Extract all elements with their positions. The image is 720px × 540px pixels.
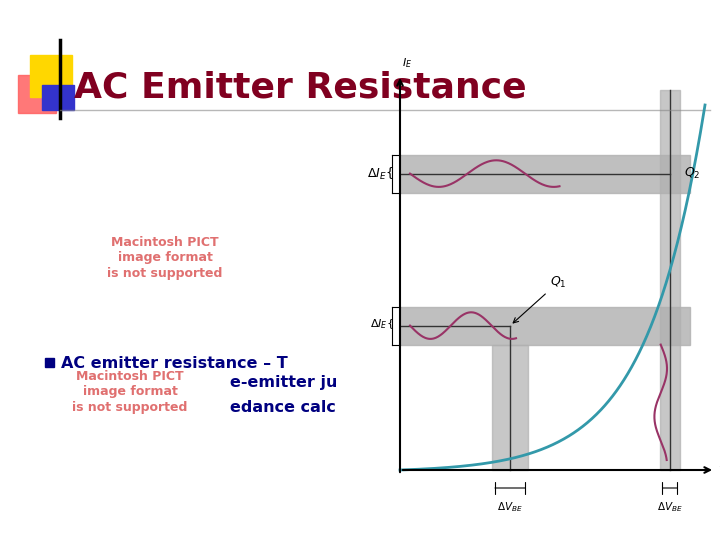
Text: $Q_1$: $Q_1$	[513, 275, 567, 323]
Text: $V_{DC}$: $V_{DC}$	[718, 464, 720, 478]
Bar	[45, 358, 54, 367]
Bar	[492, 345, 528, 470]
Text: AC emitter resistance – T: AC emitter resistance – T	[61, 355, 288, 370]
Text: $\Delta I_E${: $\Delta I_E${	[370, 316, 394, 330]
Bar	[42, 85, 74, 110]
Text: $\Delta V_{BE}$: $\Delta V_{BE}$	[498, 500, 523, 514]
Text: $\Delta V_{BE}$: $\Delta V_{BE}$	[657, 500, 683, 514]
Text: e-emitter ju: e-emitter ju	[230, 375, 338, 390]
Text: AC Emitter Resistance: AC Emitter Resistance	[74, 71, 526, 105]
Text: edance calc: edance calc	[230, 401, 336, 415]
Bar	[30, 55, 72, 97]
Bar	[400, 307, 690, 345]
Text: Macintosh PICT
image format
is not supported: Macintosh PICT image format is not suppo…	[72, 370, 188, 414]
Bar	[18, 75, 56, 113]
Bar	[660, 90, 680, 470]
Bar	[400, 154, 690, 193]
Text: $I_E$: $I_E$	[402, 56, 412, 70]
Text: Macintosh PICT
image format
is not supported: Macintosh PICT image format is not suppo…	[107, 237, 222, 280]
Text: $\Delta I_E${: $\Delta I_E${	[367, 166, 394, 181]
Text: $Q_2$: $Q_2$	[684, 166, 700, 181]
